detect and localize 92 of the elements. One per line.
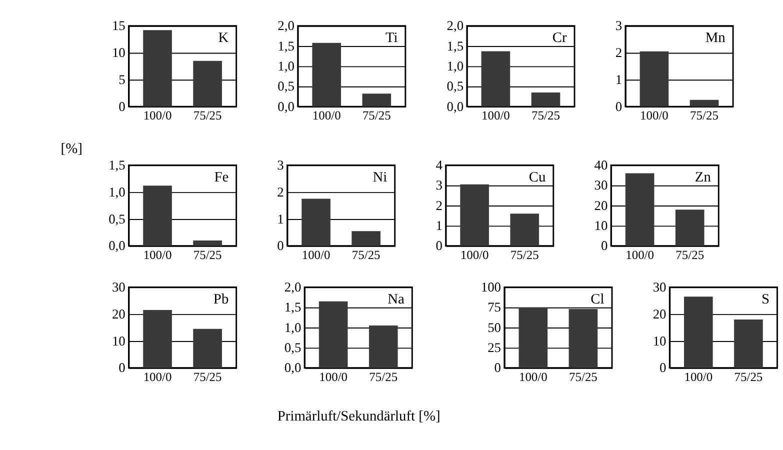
- y-tick-label: 3: [277, 158, 284, 172]
- y-tick-label: 2,0: [278, 18, 295, 34]
- x-tick-label: 100/0: [481, 108, 510, 123]
- x-tick-label: 100/0: [143, 370, 172, 384]
- x-tick-label: 75/25: [569, 370, 598, 384]
- y-tick-label: 0: [277, 238, 284, 254]
- y-tick-label: 1,0: [446, 58, 464, 74]
- y-tick-label: 0: [615, 98, 622, 114]
- chart-title: Mn: [705, 30, 726, 46]
- y-tick-label: 25: [488, 340, 502, 356]
- x-tick-label: 100/0: [143, 108, 172, 123]
- y-tick-label: 10: [112, 333, 126, 348]
- y-tick-label: 0,5: [284, 340, 302, 356]
- y-tick-label: 0,0: [446, 98, 464, 114]
- y-tick-label: 2: [436, 198, 442, 213]
- x-tick-label: 100/0: [302, 248, 330, 262]
- x-tick-label: 75/25: [690, 108, 718, 123]
- y-tick-label: 20: [652, 306, 667, 322]
- y-tick-label: 0: [600, 238, 608, 254]
- x-tick-label: 75/25: [193, 248, 222, 262]
- y-tick-label: 30: [112, 280, 126, 295]
- y-tick-label: 0,5: [278, 78, 295, 94]
- y-tick-label: 1,5: [278, 38, 295, 54]
- x-tick-label: 100/0: [518, 370, 548, 384]
- chart-title: Fe: [214, 170, 229, 186]
- x-tick-label: 75/25: [532, 108, 560, 123]
- y-tick-label: 0,0: [108, 238, 126, 254]
- x-tick-label: 100/0: [626, 248, 654, 262]
- x-tick-label: 75/25: [734, 370, 763, 384]
- x-tick-label: 75/25: [352, 248, 380, 262]
- chart-title: Ni: [372, 170, 388, 186]
- x-tick-label: 75/25: [676, 248, 704, 262]
- y-tick-label: 10: [112, 45, 126, 60]
- y-tick-label: 10: [652, 333, 667, 348]
- y-tick-label: 30: [594, 178, 608, 193]
- y-tick-label: 0,0: [284, 360, 302, 376]
- y-tick-label: 0: [118, 360, 126, 376]
- y-tick-label: 20: [112, 306, 126, 322]
- y-tick-label: 1,5: [446, 38, 464, 54]
- y-tick-label: 15: [112, 18, 126, 34]
- y-tick-label: 1,0: [284, 320, 302, 335]
- x-tick-label: 75/25: [193, 370, 222, 384]
- y-tick-label: 4: [436, 158, 443, 172]
- y-tick-label: 0: [660, 360, 667, 376]
- y-tick-label: 0,0: [278, 98, 295, 114]
- x-tick-label: 75/25: [369, 370, 398, 384]
- y-tick-label: 10: [594, 218, 608, 234]
- chart-title: Cl: [590, 292, 604, 308]
- y-tick-label: 3: [615, 18, 622, 34]
- x-tick-label: 100/0: [319, 370, 348, 384]
- y-tick-label: 0,5: [446, 78, 464, 94]
- y-tick-label: 100: [480, 280, 502, 295]
- y-tick-label: 3: [436, 178, 443, 193]
- y-tick-label: 1,5: [284, 300, 302, 315]
- chart-title: Na: [388, 292, 406, 308]
- y-tick-label: 1,0: [108, 184, 126, 200]
- y-tick-label: 1,5: [108, 158, 126, 172]
- y-tick-label: 40: [594, 158, 608, 172]
- y-tick-label: 20: [594, 198, 608, 213]
- chart-title: Zn: [694, 170, 711, 186]
- y-tick-label: 0: [118, 98, 126, 114]
- y-tick-label: 2: [277, 184, 284, 200]
- y-tick-label: 2: [615, 45, 622, 60]
- y-tick-label: 75: [488, 300, 502, 315]
- y-tick-label: 1,0: [278, 58, 295, 74]
- x-tick-label: 75/25: [362, 108, 391, 123]
- y-tick-label: 1: [615, 72, 622, 87]
- y-tick-label: 5: [118, 72, 126, 87]
- chart-title: S: [762, 292, 770, 308]
- chart-title: Pb: [213, 292, 229, 308]
- x-tick-label: 100/0: [684, 370, 713, 384]
- y-tick-label: 50: [488, 320, 502, 335]
- x-axis-title: Primärluft/Sekundärluft [%]: [277, 408, 440, 424]
- y-tick-label: 0,5: [108, 211, 126, 226]
- y-tick-label: 1: [436, 218, 442, 234]
- x-tick-label: 75/25: [510, 248, 539, 262]
- chart-title: Cr: [552, 30, 568, 46]
- y-axis-title: [%]: [60, 141, 82, 158]
- chart-title: Ti: [385, 30, 398, 46]
- y-tick-label: 0: [436, 238, 443, 254]
- y-tick-label: 30: [652, 280, 667, 295]
- x-tick-label: 100/0: [460, 248, 489, 262]
- x-tick-label: 100/0: [640, 108, 668, 123]
- chart-title: K: [218, 30, 230, 46]
- y-tick-label: 0: [494, 360, 502, 376]
- x-tick-label: 100/0: [312, 108, 341, 123]
- y-tick-label: 2,0: [284, 280, 302, 295]
- y-tick-label: 2,0: [446, 18, 464, 34]
- y-tick-label: 1: [277, 211, 284, 226]
- chart-title: Cu: [528, 170, 546, 186]
- x-tick-label: 100/0: [143, 248, 172, 262]
- x-tick-label: 75/25: [193, 108, 222, 123]
